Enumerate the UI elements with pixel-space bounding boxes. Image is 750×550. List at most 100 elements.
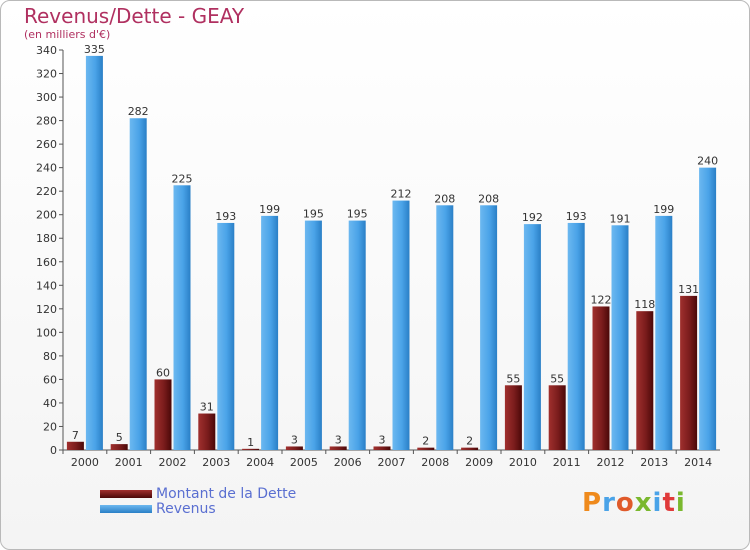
x-tick-label: 2000 xyxy=(71,456,99,469)
bar-revenus xyxy=(173,185,191,450)
bar-dette xyxy=(66,441,84,450)
bar-dette xyxy=(636,311,654,450)
y-tick-label: 140 xyxy=(36,279,57,292)
y-tick-label: 280 xyxy=(36,115,57,128)
bar-dette xyxy=(680,295,698,450)
y-tick-label: 40 xyxy=(43,397,57,410)
proxiti-logo: Proxiti xyxy=(582,488,686,518)
bar-revenus xyxy=(129,118,147,450)
logo-letter: t xyxy=(662,488,676,518)
bar-revenus xyxy=(304,220,322,450)
data-label: 2 xyxy=(422,435,429,448)
x-tick-label: 2007 xyxy=(378,456,406,469)
data-label: 131 xyxy=(678,283,699,296)
bar-revenus xyxy=(261,215,279,450)
bar-revenus xyxy=(655,215,673,450)
legend-item-revenus: Revenus xyxy=(100,500,296,517)
data-label: 5 xyxy=(116,431,123,444)
bar-dette xyxy=(373,446,391,450)
bar-dette xyxy=(110,444,128,450)
bar-revenus xyxy=(611,225,629,450)
data-label: 191 xyxy=(610,212,631,225)
data-label: 7 xyxy=(72,429,79,442)
bar-revenus xyxy=(348,220,366,450)
bar-dette xyxy=(417,447,435,450)
bar-dette xyxy=(242,448,260,450)
data-label: 208 xyxy=(478,192,499,205)
legend-item-dette: Montant de la Dette xyxy=(100,485,297,502)
data-label: 193 xyxy=(566,210,587,223)
legend-swatch-dette xyxy=(100,489,152,498)
legend-label-revenus: Revenus xyxy=(156,500,216,517)
data-label: 3 xyxy=(291,433,298,446)
data-label: 335 xyxy=(84,43,105,56)
data-label: 3 xyxy=(379,433,386,446)
data-label: 193 xyxy=(215,210,236,223)
data-label: 60 xyxy=(156,366,170,379)
x-tick-label: 2009 xyxy=(465,456,493,469)
bar-dette xyxy=(285,446,303,450)
y-tick-label: 100 xyxy=(36,326,57,339)
bar-revenus xyxy=(567,222,585,450)
chart-title: Revenus/Dette - GEAY xyxy=(24,4,245,28)
y-tick-label: 120 xyxy=(36,303,57,316)
data-label: 199 xyxy=(259,203,280,216)
bar-dette xyxy=(154,379,172,450)
data-label: 225 xyxy=(172,172,193,185)
y-tick-label: 220 xyxy=(36,185,57,198)
legend: Montant de la Dette Revenus xyxy=(100,485,297,517)
logo-letter: i xyxy=(675,488,686,518)
bar-revenus xyxy=(217,222,235,450)
x-tick-label: 2006 xyxy=(334,456,362,469)
bar-revenus xyxy=(392,200,410,450)
data-label: 3 xyxy=(335,433,342,446)
y-tick-label: 180 xyxy=(36,232,57,245)
data-label: 195 xyxy=(303,208,324,221)
x-tick-label: 2005 xyxy=(290,456,318,469)
data-label: 118 xyxy=(634,298,655,311)
data-label: 31 xyxy=(200,401,214,414)
bar-revenus xyxy=(523,224,541,450)
bar-dette xyxy=(592,306,610,450)
y-tick-label: 80 xyxy=(43,350,57,363)
data-label: 192 xyxy=(522,211,543,224)
x-tick-label: 2008 xyxy=(421,456,449,469)
logo-letter: r xyxy=(602,488,616,518)
logo-letter: o xyxy=(615,488,635,518)
bar-dette xyxy=(329,446,347,450)
x-tick-label: 2002 xyxy=(159,456,187,469)
y-tick-label: 300 xyxy=(36,91,57,104)
data-label: 212 xyxy=(391,188,412,201)
y-tick-label: 320 xyxy=(36,68,57,81)
bar-dette xyxy=(548,385,566,450)
y-tick-label: 160 xyxy=(36,256,57,269)
bar-revenus xyxy=(699,167,717,450)
y-tick-label: 20 xyxy=(43,420,57,433)
bar-dette xyxy=(198,413,216,450)
x-tick-label: 2014 xyxy=(684,456,712,469)
bar-revenus xyxy=(480,205,498,450)
bar-dette xyxy=(461,447,479,450)
y-tick-label: 200 xyxy=(36,209,57,222)
data-label: 195 xyxy=(347,208,368,221)
chart-subtitle: (en milliers d'€) xyxy=(24,28,111,41)
y-tick-label: 0 xyxy=(50,444,57,457)
logo-letter: P xyxy=(582,488,603,518)
y-tick-label: 60 xyxy=(43,373,57,386)
x-tick-label: 2013 xyxy=(640,456,668,469)
y-tick-label: 240 xyxy=(36,162,57,175)
data-label: 55 xyxy=(550,372,564,385)
legend-label-dette: Montant de la Dette xyxy=(156,485,297,502)
data-label: 1 xyxy=(247,436,254,449)
bar-dette xyxy=(504,385,522,450)
data-label: 2 xyxy=(466,435,473,448)
y-tick-label: 260 xyxy=(36,138,57,151)
bar-revenus xyxy=(85,55,103,450)
logo-letter: i xyxy=(652,488,663,518)
data-label: 240 xyxy=(697,155,718,168)
data-label: 282 xyxy=(128,105,149,118)
data-label: 55 xyxy=(506,372,520,385)
y-tick-label: 340 xyxy=(36,44,57,57)
data-label: 122 xyxy=(591,293,612,306)
